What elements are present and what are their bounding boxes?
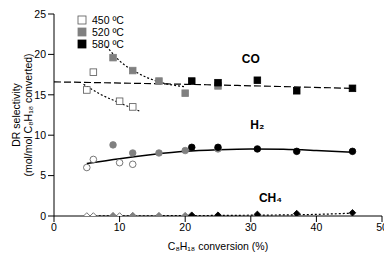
svg-text:20: 20 (179, 221, 191, 233)
svg-text:5: 5 (40, 169, 46, 181)
svg-text:25: 25 (34, 8, 46, 20)
html-text:520 ºC: 520 ºC (92, 26, 124, 38)
svg-text:50: 50 (376, 221, 384, 233)
svg-text:40: 40 (311, 221, 323, 233)
svg-text:30: 30 (245, 221, 257, 233)
svg-text:15: 15 (34, 89, 46, 101)
svg-text:CH₄: CH₄ (259, 191, 282, 205)
svg-text:C₈H₁₈ conversion (%): C₈H₁₈ conversion (%) (168, 240, 268, 252)
svg-text:0: 0 (40, 210, 46, 222)
html-text:450 ºC: 450 ºC (92, 14, 124, 26)
svg-text:CO: CO (242, 52, 260, 66)
svg-text:0: 0 (51, 221, 57, 233)
svg-text:10: 10 (34, 129, 46, 141)
svg-text:DR selectivity(mol/mol C₈H₁₈ c: DR selectivity(mol/mol C₈H₁₈ converted) (10, 53, 34, 176)
svg-text:10: 10 (114, 221, 126, 233)
html-text:580 ºC: 580 ºC (92, 38, 124, 50)
svg-text:20: 20 (34, 48, 46, 60)
svg-text:H₂: H₂ (250, 118, 264, 132)
